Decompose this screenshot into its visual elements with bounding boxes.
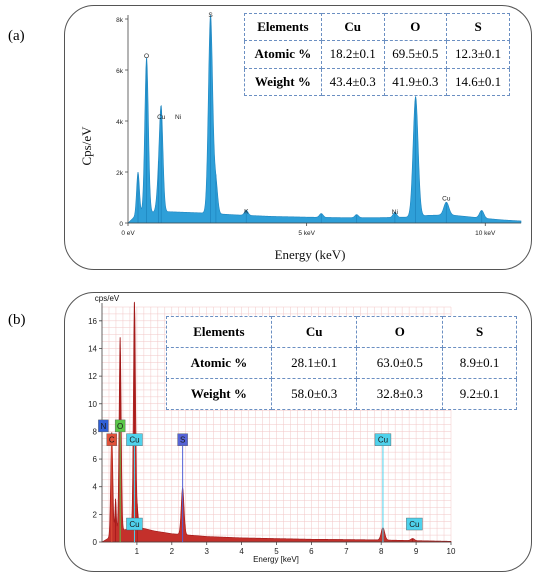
- table-cell: 58.0±0.3: [270, 378, 358, 410]
- y-tick-label: 4: [93, 483, 98, 492]
- element-tags: N OC Cu S Cu Cu Cu: [98, 419, 423, 542]
- element-tag-box: [406, 517, 423, 531]
- row-label: Atomic %: [244, 40, 322, 69]
- x-tick-label: 6: [309, 547, 314, 556]
- table-header-cell: Elements: [244, 12, 322, 42]
- y-tick-label: 2: [93, 510, 98, 519]
- element-tag-label: Cu: [409, 520, 419, 529]
- x-tick-label: 0 eV: [121, 230, 135, 237]
- element-tag-label: O: [117, 422, 123, 431]
- peak-label: Ni: [175, 114, 181, 121]
- peak-markers: [137, 19, 483, 223]
- x-tick-label: 9: [414, 547, 419, 556]
- element-tag-label: C: [109, 436, 115, 445]
- table-row: Weight % 43.4±0.3 41.9±0.3 14.6±0.1: [244, 67, 510, 97]
- element-tag-label: Cu: [129, 436, 139, 445]
- table-cell: 41.9±0.3: [383, 67, 448, 97]
- peak-label: Cu: [442, 196, 451, 203]
- table-header-row: Elements Cu O S: [166, 316, 517, 348]
- table-cell: 12.3±0.1: [446, 40, 510, 69]
- x-tick-label: 5 keV: [298, 230, 315, 237]
- table-cell: 9.2±0.1: [442, 378, 517, 410]
- table-header-cell: Cu: [320, 12, 385, 42]
- row-label: Atomic %: [166, 347, 272, 379]
- x-axis-title: Energy [keV]: [253, 555, 299, 564]
- x-tick-label: 5: [274, 547, 279, 556]
- x-tick-label: 10: [447, 547, 456, 556]
- table-header-cell: O: [356, 316, 444, 348]
- peak-label: Cu: [157, 114, 166, 121]
- x-axis-title: Energy (keV): [275, 247, 346, 262]
- element-tag-box: [374, 433, 392, 446]
- table-cell: 8.9±0.1: [442, 347, 517, 379]
- table-header-row: Elements Cu O S: [244, 12, 510, 42]
- table-cell: 14.6±0.1: [446, 67, 510, 97]
- table-cell: 18.2±0.1: [320, 40, 385, 69]
- y-axis-title: Cps/eV: [79, 126, 94, 166]
- y-tick-label: 8: [93, 427, 98, 436]
- peak-label: Ni: [392, 209, 398, 216]
- table-header-cell: O: [383, 12, 448, 42]
- panel-a-label: (a): [8, 28, 25, 44]
- spectrum-area: [127, 14, 522, 224]
- panel-a-frame: 0 2k 4k 6k 8k 0 eV 5 keV 10 keV Energy (keV) Cps/…: [64, 5, 532, 270]
- x-tick-label: 1: [135, 547, 140, 556]
- table-cell: 32.8±0.3: [356, 378, 444, 410]
- y-axis-title: cps/eV: [95, 294, 120, 303]
- table-header-cell: Elements: [166, 316, 272, 348]
- table-header-cell: Cu: [270, 316, 358, 348]
- element-tag-box: [98, 419, 109, 433]
- table-cell: 43.4±0.3: [320, 67, 385, 97]
- panel-b-frame: 0 2 4 6 8 10 12 14 16 1 2 3 4 5 6 7 8 9 10 Energy [keV] cps/…: [64, 292, 532, 572]
- row-label: Weight %: [244, 67, 322, 97]
- table-cell: 63.0±0.5: [356, 347, 444, 379]
- peak-label: K: [244, 208, 249, 215]
- spectrum-a-chart: 0 2k 4k 6k 8k 0 eV 5 keV 10 keV Energy (keV) Cps/…: [79, 12, 522, 262]
- composition-table-a: Elements Cu O S Atomic % 18.2±0.1 69.5±0…: [244, 12, 510, 97]
- y-tick-label: 12: [88, 372, 97, 381]
- element-tag-box: [114, 419, 126, 433]
- composition-table-b: Elements Cu O S Atomic % 28.1±0.1 63.0±0…: [166, 316, 517, 410]
- element-tag-box: [126, 517, 143, 531]
- element-tag-box: [106, 433, 117, 446]
- y-tick-label: 16: [88, 317, 97, 326]
- element-tag-label: Cu: [129, 520, 139, 529]
- x-tick-label: 2: [170, 547, 175, 556]
- y-tick-label: 2k: [116, 170, 124, 177]
- row-label: Weight %: [166, 378, 272, 410]
- element-tag-box: [177, 433, 188, 446]
- x-tick-label: 7: [344, 547, 349, 556]
- x-tick-label: 4: [239, 547, 244, 556]
- y-tick-label: 10: [88, 400, 97, 409]
- element-tag-label: S: [180, 436, 185, 445]
- peak-label: S: [208, 12, 213, 19]
- table-header-cell: S: [442, 316, 517, 348]
- table-row: Weight % 58.0±0.3 32.8±0.3 9.2±0.1: [166, 378, 517, 410]
- x-tick-label: 10 keV: [475, 230, 496, 237]
- y-tick-label: 6k: [116, 68, 124, 75]
- y-tick-label: 8k: [116, 17, 124, 24]
- peak-label: O: [144, 53, 149, 60]
- table-row: Atomic % 18.2±0.1 69.5±0.5 12.3±0.1: [244, 40, 510, 69]
- element-tag-label: Cu: [378, 436, 388, 445]
- table-cell: 28.1±0.1: [270, 347, 358, 379]
- table-row: Atomic % 28.1±0.1 63.0±0.5 8.9±0.1: [166, 347, 517, 379]
- x-tick-label: 3: [204, 547, 209, 556]
- y-tick-label: 0: [93, 538, 98, 547]
- table-cell: 69.5±0.5: [383, 40, 448, 69]
- y-tick-label: 4k: [116, 119, 124, 126]
- y-tick-label: 0: [119, 221, 123, 228]
- panel-b-label: (b): [8, 312, 26, 328]
- y-tick-label: 14: [88, 344, 97, 353]
- table-header-cell: S: [446, 12, 510, 42]
- y-tick-label: 6: [93, 455, 98, 464]
- element-tag-label: N: [101, 422, 107, 431]
- x-tick-label: 8: [379, 547, 384, 556]
- element-tag-box: [126, 433, 143, 446]
